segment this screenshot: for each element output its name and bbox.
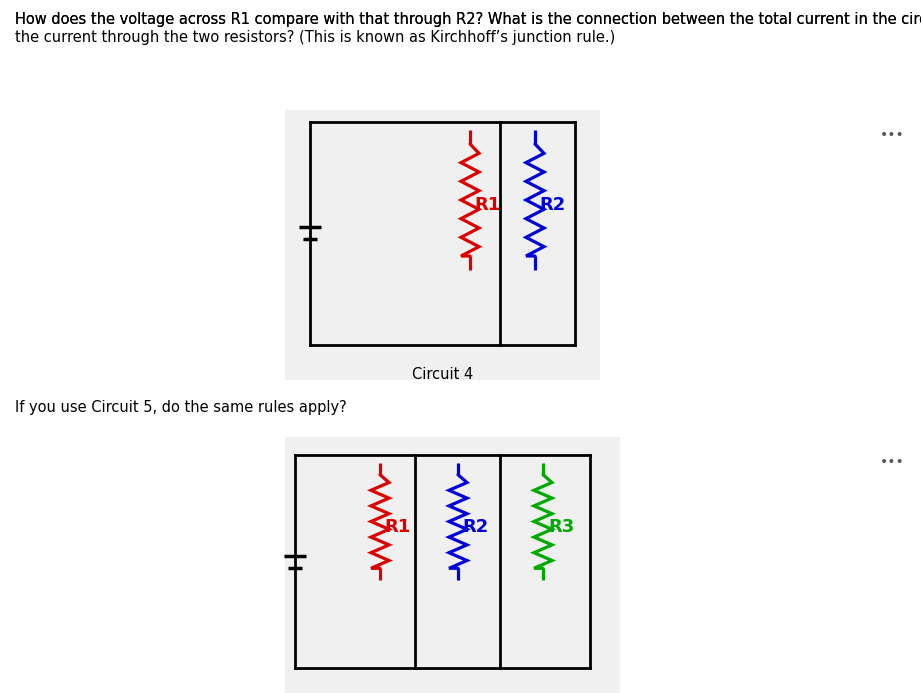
Text: R2: R2 (462, 518, 488, 536)
Text: •••: ••• (880, 128, 905, 142)
Text: •••: ••• (880, 455, 905, 469)
FancyBboxPatch shape (0, 110, 921, 380)
Text: If you use Circuit 5, do the same rules apply?: If you use Circuit 5, do the same rules … (15, 400, 346, 415)
Text: R1: R1 (384, 518, 410, 536)
Text: How does the voltage across R1 compare with that through R2? What is the connect: How does the voltage across R1 compare w… (15, 12, 921, 27)
Text: Circuit 4: Circuit 4 (412, 367, 473, 382)
FancyBboxPatch shape (620, 437, 921, 693)
FancyBboxPatch shape (0, 110, 285, 380)
Text: R1: R1 (474, 196, 500, 214)
FancyBboxPatch shape (0, 437, 921, 693)
Text: R2: R2 (539, 196, 565, 214)
FancyBboxPatch shape (600, 110, 921, 380)
Text: the current through the two resistors? (This is known as Kirchhoff’s junction ru: the current through the two resistors? (… (15, 30, 615, 45)
FancyBboxPatch shape (0, 437, 285, 693)
Text: How does the voltage across R1 compare with that through R2? What is the connect: How does the voltage across R1 compare w… (15, 12, 921, 27)
Text: R3: R3 (548, 518, 575, 536)
